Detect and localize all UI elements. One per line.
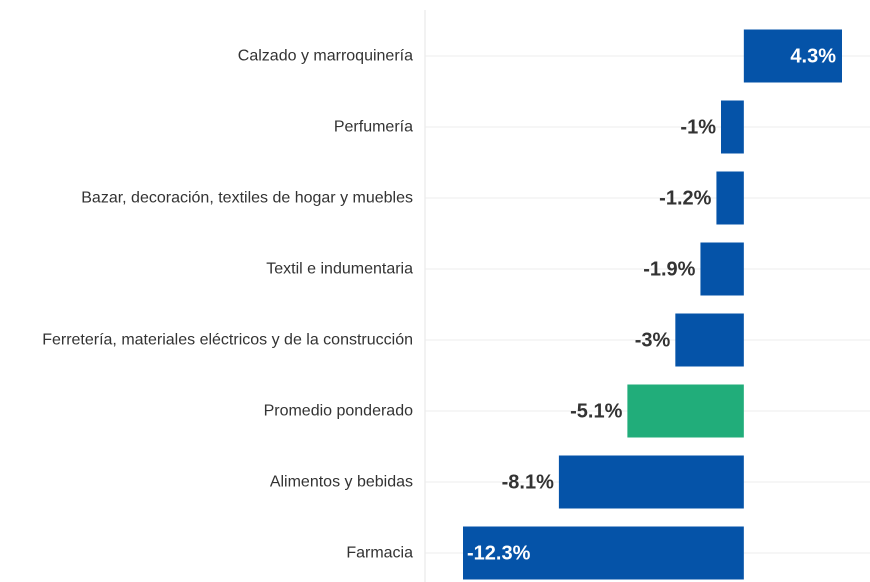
category-label: Ferretería, materiales eléctricos y de l… [42,331,413,349]
category-label: Perfumería [333,118,413,136]
category-label: Textil e indumentaria [266,260,413,278]
bar [627,384,744,438]
value-label: -3% [635,329,671,351]
bar [720,100,744,154]
value-label: -1% [680,116,716,138]
value-label: -12.3% [467,542,531,564]
category-label: Calzado y marroquinería [237,47,413,65]
value-label: 4.3% [790,45,836,67]
bar [716,171,744,225]
value-label: -5.1% [570,400,622,422]
bar [558,455,744,509]
value-label: -1.9% [643,258,695,280]
category-label: Promedio ponderado [263,402,413,420]
bar [743,29,842,83]
category-label: Bazar, decoración, textiles de hogar y m… [81,189,413,207]
bar [700,242,744,296]
value-label: -1.2% [659,187,711,209]
category-label: Farmacia [346,544,413,562]
bar [675,313,744,367]
bar [463,526,744,580]
category-label: Alimentos y bebidas [269,473,413,491]
value-label: -8.1% [502,471,554,493]
